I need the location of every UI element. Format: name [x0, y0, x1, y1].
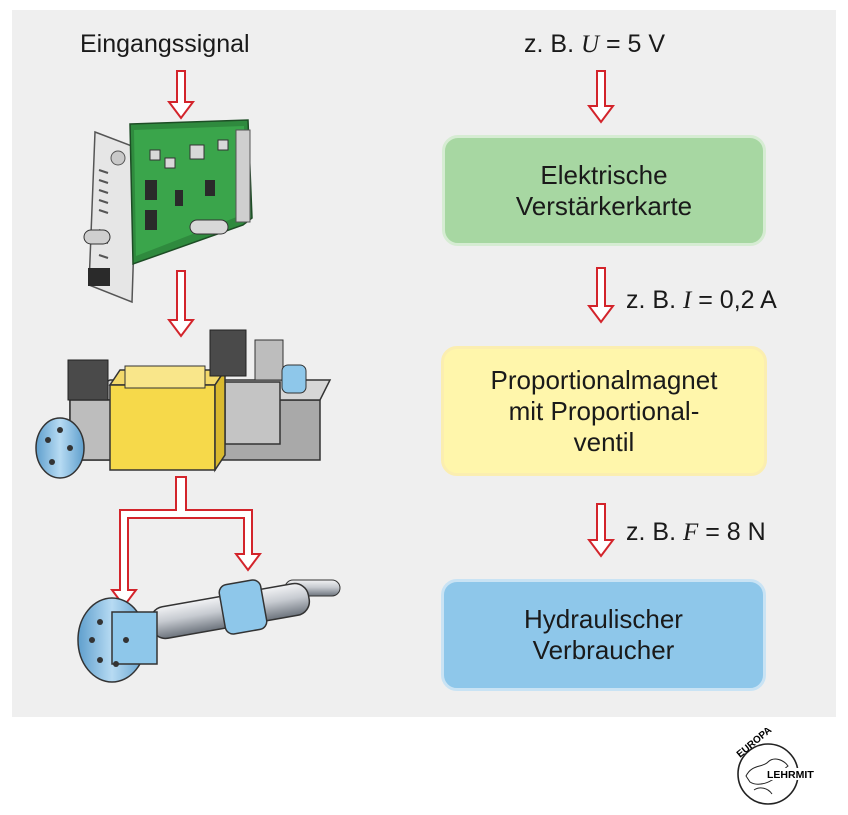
proportional-magnet-box: Proportionalmagnet mit Proportional- ven… [441, 346, 767, 476]
signal-force-label: z. B. F = 8 N [626, 518, 766, 547]
arrow-right-2 [587, 267, 615, 324]
signal-force-value: = 8 N [705, 518, 766, 546]
arrow-right-3 [587, 503, 615, 558]
amplifier-card-illustration [83, 119, 253, 304]
signal-current-value: = 0,2 A [698, 286, 777, 314]
signal-force-prefix: z. B. [626, 518, 677, 546]
europa-lehrmittel-logo: EUROPA LEHRMITTEL [735, 728, 814, 805]
arrow-right-1 [587, 70, 615, 124]
logo-bottom-text: LEHRMITTEL [767, 769, 814, 781]
hydraulic-consumer-line1: Hydraulischer [524, 604, 683, 634]
signal-current-label: z. B. I = 0,2 A [626, 286, 777, 315]
hydraulic-consumer-box: Hydraulischer Verbraucher [441, 579, 766, 691]
signal-voltage-label: z. B. U = 5 V [524, 30, 665, 59]
signal-current-prefix: z. B. [626, 286, 677, 314]
signal-voltage-symbol: U [580, 31, 600, 58]
proportional-valve-illustration [35, 329, 332, 479]
arrow-card-to-valve [167, 270, 195, 338]
arrow-input-to-card [167, 70, 195, 120]
signal-current-symbol: I [682, 287, 692, 314]
amplifier-card-box: Elektrische Verstärkerkarte [442, 135, 766, 246]
proportional-magnet-line1: Proportionalmagnet [490, 364, 718, 395]
signal-voltage-prefix: z. B. [524, 30, 575, 58]
proportional-magnet-line3: ventil [573, 426, 635, 457]
arrow-valve-to-cylinder [110, 476, 262, 608]
hydraulic-cylinder-illustration [77, 579, 341, 683]
input-signal-label: Eingangssignal [80, 30, 250, 58]
hydraulic-consumer-line2: Verbraucher [532, 635, 675, 665]
proportional-magnet-line2: mit Proportional- [508, 395, 700, 426]
amplifier-card-line1: Elektrische [540, 159, 668, 190]
signal-voltage-value: = 5 V [605, 30, 666, 58]
amplifier-card-line2: Verstärkerkarte [515, 190, 693, 221]
signal-force-symbol: F [682, 519, 699, 546]
